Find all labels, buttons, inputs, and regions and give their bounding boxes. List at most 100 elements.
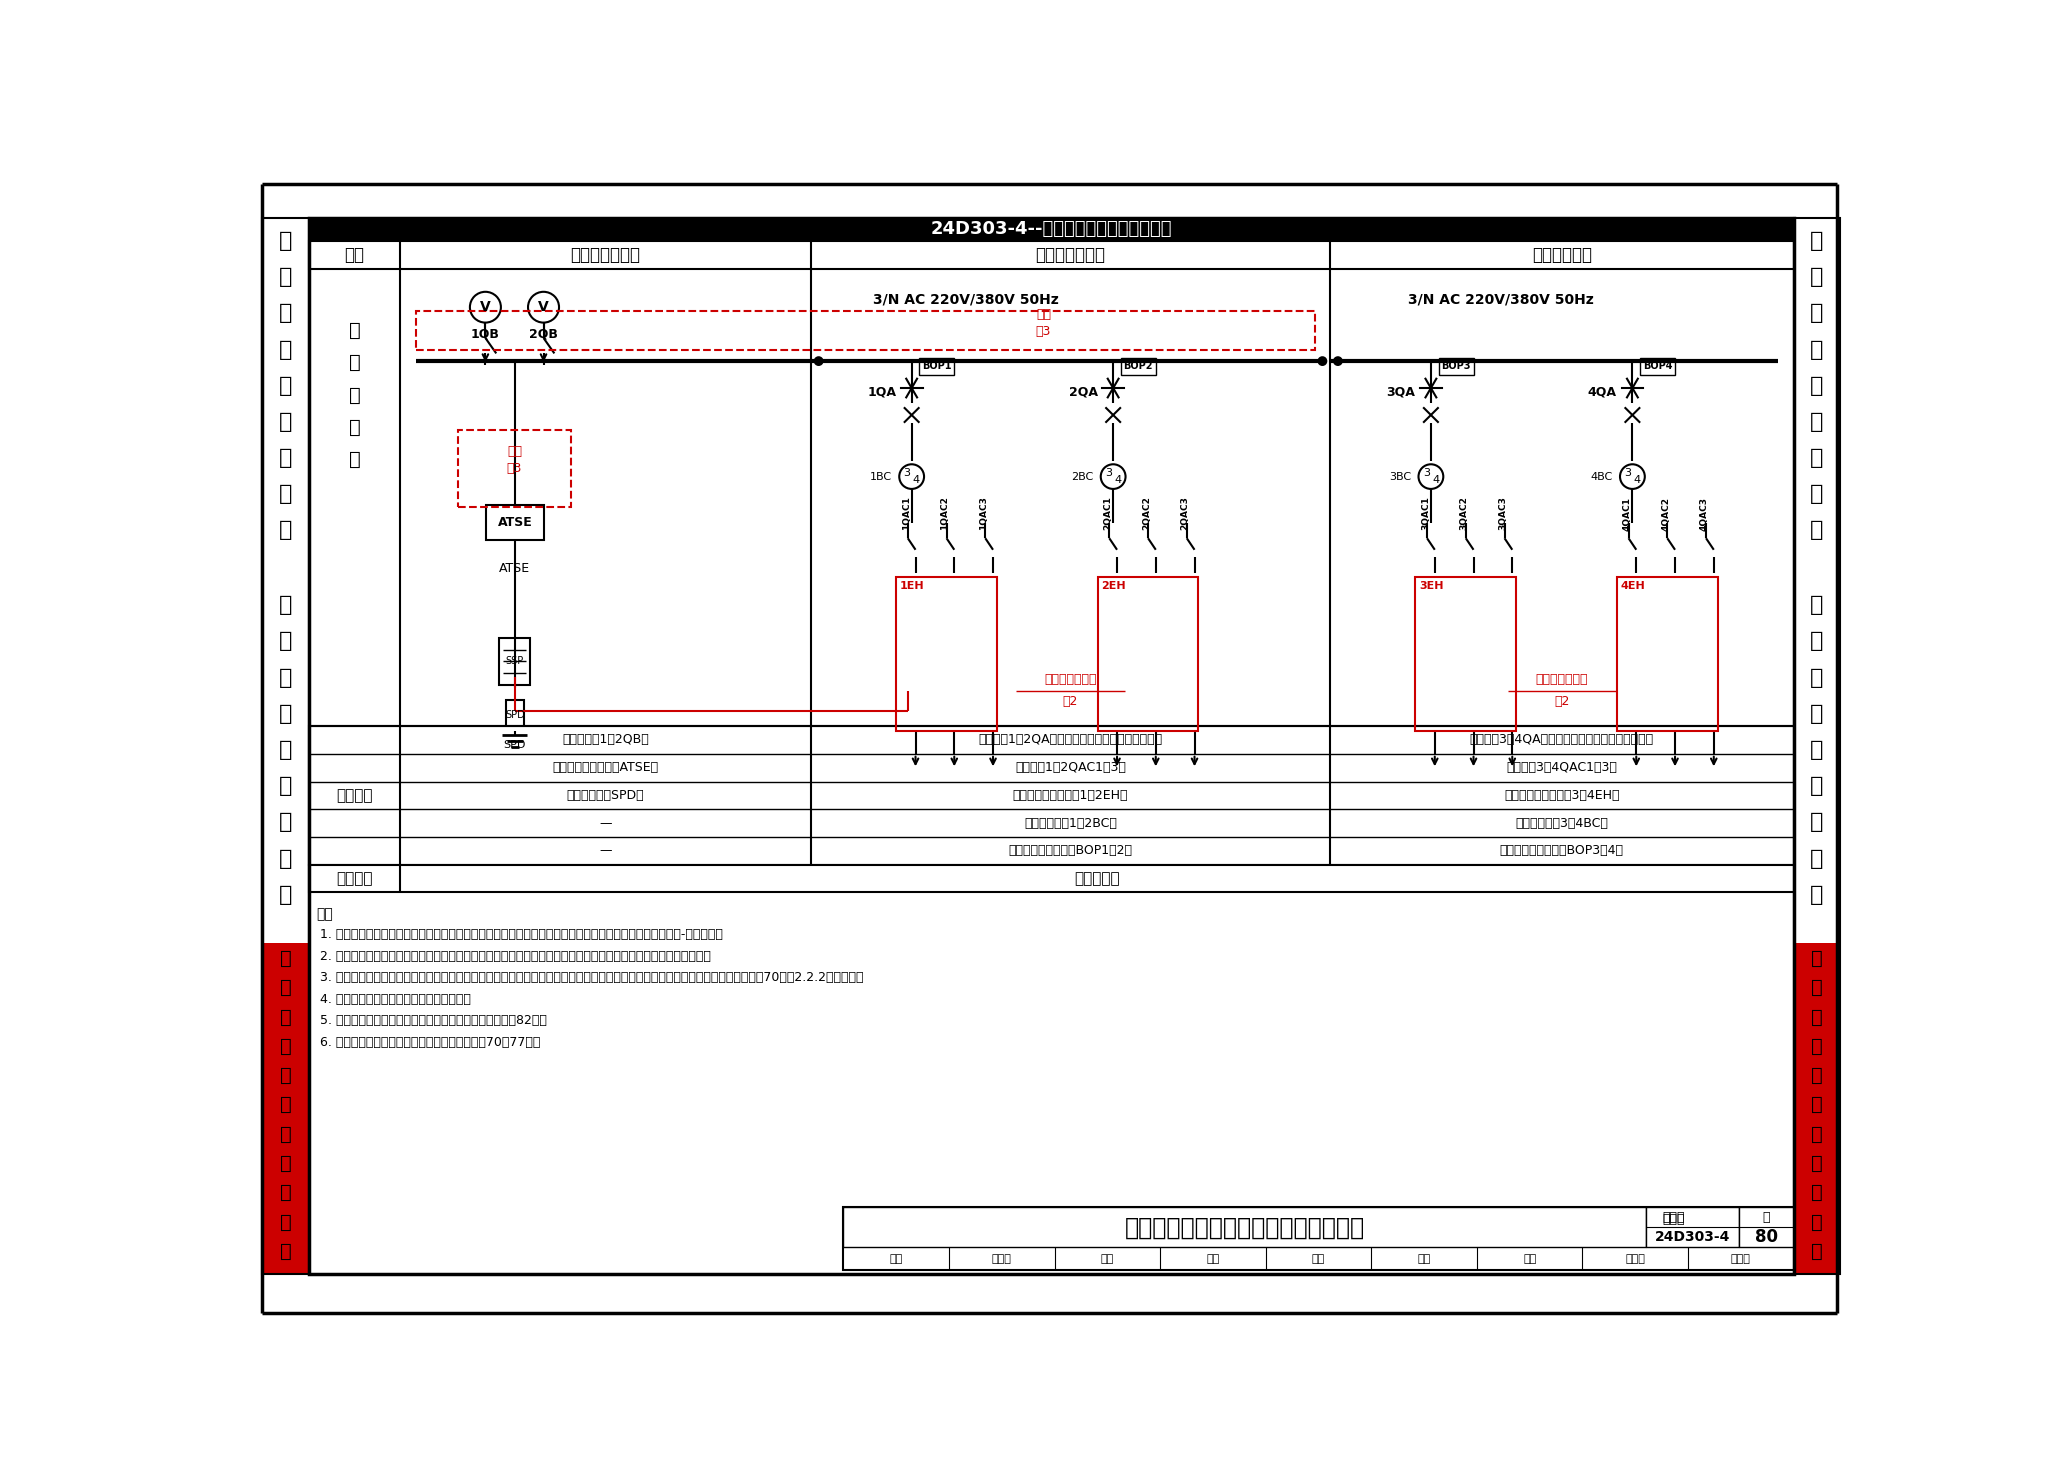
Text: 械: 械 — [279, 412, 293, 431]
Text: 注3: 注3 — [1036, 326, 1051, 338]
Text: 主要元件: 主要元件 — [336, 788, 373, 803]
Text: 、: 、 — [1810, 1037, 1823, 1055]
Text: 3/N AC 220V/380V 50Hz: 3/N AC 220V/380V 50Hz — [872, 292, 1059, 307]
Text: 4QAC1: 4QAC1 — [1622, 496, 1632, 531]
Text: 设备参数: 设备参数 — [336, 871, 373, 886]
Text: 线: 线 — [348, 385, 360, 405]
Text: 注2: 注2 — [1554, 695, 1569, 708]
Text: 应: 应 — [1810, 231, 1823, 250]
Text: 机械应急操作手柄（1、2EH）: 机械应急操作手柄（1、2EH） — [1014, 788, 1128, 802]
Text: 启: 启 — [1810, 304, 1823, 323]
Text: 动: 动 — [1810, 704, 1823, 723]
Circle shape — [1333, 357, 1341, 365]
Bar — [459, 430, 571, 507]
Text: 断路器（1、2QA）（无过负荷保护，带分励脱扣）: 断路器（1、2QA）（无过负荷保护，带分励脱扣） — [979, 734, 1163, 747]
Text: 郭东: 郭东 — [1313, 1254, 1325, 1264]
Bar — [1120, 359, 1155, 375]
Bar — [309, 726, 1794, 864]
Text: 型: 型 — [1810, 885, 1823, 904]
Text: 直: 直 — [1810, 448, 1823, 468]
Text: 动: 动 — [1810, 339, 1823, 360]
Text: 母排: 母排 — [1036, 308, 1051, 322]
Text: 3: 3 — [1624, 468, 1632, 477]
Bar — [500, 639, 530, 685]
Text: 控: 控 — [1810, 1066, 1823, 1085]
Text: 3: 3 — [903, 468, 911, 477]
Text: 3QAC3: 3QAC3 — [1499, 496, 1507, 531]
Bar — [844, 1208, 1647, 1248]
Text: 自动转换开关电器（ATSE）: 自动转换开关电器（ATSE） — [553, 762, 659, 774]
Text: 6. 机械应急启动相关组件性能要求参见本图集第70～77页。: 6. 机械应急启动相关组件性能要求参见本图集第70～77页。 — [319, 1036, 541, 1049]
Text: V: V — [479, 301, 492, 314]
Text: 急: 急 — [279, 267, 293, 288]
Text: 2BC: 2BC — [1071, 471, 1094, 482]
Text: 性: 性 — [1810, 1154, 1823, 1172]
Bar — [920, 359, 954, 375]
Text: 消火栓泵控制柜: 消火栓泵控制柜 — [1036, 246, 1106, 264]
Text: 2. 当三台柜并排独立安装时，为满足防水要求，控制柜的电源应采用电缆经柜底电缆通道，从电源柜出线母排引接。: 2. 当三台柜并排独立安装时，为满足防水要求，控制柜的电源应采用电缆经柜底电缆通… — [319, 950, 711, 963]
Text: 接触器（1、2QAC1～3）: 接触器（1、2QAC1～3） — [1016, 762, 1126, 774]
Text: 直: 直 — [279, 448, 293, 468]
Text: 案: 案 — [348, 451, 360, 470]
Text: —: — — [600, 845, 612, 857]
Bar — [1739, 1208, 1794, 1248]
Text: 接: 接 — [348, 353, 360, 372]
Text: 朱海军: 朱海军 — [1626, 1254, 1645, 1264]
Text: 2EH: 2EH — [1102, 581, 1126, 591]
Text: 柜: 柜 — [281, 1008, 291, 1027]
Bar — [844, 1208, 1794, 1270]
Text: 械: 械 — [1810, 777, 1823, 796]
Text: 24D303-4: 24D303-4 — [1655, 1230, 1731, 1245]
Text: BOP3: BOP3 — [1442, 362, 1470, 372]
Text: 动: 动 — [279, 339, 293, 360]
Bar — [309, 864, 1794, 892]
Text: 柜: 柜 — [1810, 1125, 1823, 1144]
Text: 应: 应 — [279, 231, 293, 250]
Text: BOP1: BOP1 — [922, 362, 952, 372]
Text: 电缆由设计确定: 电缆由设计确定 — [1536, 673, 1587, 686]
Text: V: V — [539, 301, 549, 314]
Text: 3EH: 3EH — [1419, 581, 1444, 591]
Bar — [262, 218, 309, 1275]
Bar — [1794, 943, 1839, 1275]
Text: 1BC: 1BC — [870, 471, 893, 482]
Circle shape — [1419, 464, 1444, 489]
Text: SPD: SPD — [506, 710, 524, 720]
Text: 5. 随消防水泵电动机容量改变的控制柜尺寸参见本图集第82页。: 5. 随消防水泵电动机容量改变的控制柜尺寸参见本图集第82页。 — [319, 1015, 547, 1027]
Bar — [1640, 359, 1675, 375]
Text: 动: 动 — [279, 704, 293, 723]
Text: 型: 型 — [279, 885, 293, 904]
Text: 源: 源 — [1810, 978, 1823, 997]
Text: 要: 要 — [281, 1212, 291, 1232]
Text: 24D303-4--消防水泵机械应急启泵控制: 24D303-4--消防水泵机械应急启泵控制 — [930, 221, 1171, 239]
Text: 电涌保护器（SPD）: 电涌保护器（SPD） — [567, 788, 645, 802]
Text: 由设计确定: 由设计确定 — [1073, 871, 1120, 886]
Text: 4QA: 4QA — [1587, 385, 1618, 399]
Text: 徐建兵: 徐建兵 — [991, 1254, 1012, 1264]
Text: 设计: 设计 — [1524, 1254, 1536, 1264]
Bar — [416, 311, 1315, 350]
Text: 机: 机 — [279, 376, 293, 396]
Text: 3BC: 3BC — [1389, 471, 1411, 482]
Text: 主: 主 — [348, 320, 360, 339]
Text: 驱: 驱 — [279, 485, 293, 504]
Text: 应: 应 — [279, 596, 293, 615]
Text: SSP: SSP — [506, 657, 524, 667]
Text: 校对: 校对 — [1206, 1254, 1219, 1264]
Text: 1QAC3: 1QAC3 — [979, 496, 989, 531]
Text: 断路器（3、4QA）（无过负荷保护，带分励脱扣）: 断路器（3、4QA）（无过负荷保护，带分励脱扣） — [1470, 734, 1655, 747]
Bar — [485, 505, 545, 539]
Text: 4QAC2: 4QAC2 — [1661, 496, 1671, 531]
Text: 1. 本图为消防水泵电源柜、消火栓泵控制柜、喷淋泵控制柜组合方案主接线示意图；消防水泵一用一备，星-三角启动。: 1. 本图为消防水泵电源柜、消火栓泵控制柜、喷淋泵控制柜组合方案主接线示意图；消… — [319, 928, 723, 941]
Text: 电流互感器（3、4BC）: 电流互感器（3、4BC） — [1516, 817, 1608, 830]
Text: 4: 4 — [1114, 476, 1122, 486]
Text: 张师军: 张师军 — [1731, 1254, 1751, 1264]
Text: 能: 能 — [1810, 1183, 1823, 1202]
Text: 消防水泵电源柜、控制柜主接线示意图: 消防水泵电源柜、控制柜主接线示意图 — [1124, 1215, 1364, 1239]
Text: 启: 启 — [279, 667, 293, 688]
Text: 3: 3 — [1423, 468, 1430, 477]
Text: 旁: 旁 — [279, 812, 293, 833]
Text: 应: 应 — [1810, 596, 1823, 615]
Text: 电子式过载保护器（BOP3、4）: 电子式过载保护器（BOP3、4） — [1499, 845, 1624, 857]
Text: 旁: 旁 — [1810, 812, 1823, 833]
